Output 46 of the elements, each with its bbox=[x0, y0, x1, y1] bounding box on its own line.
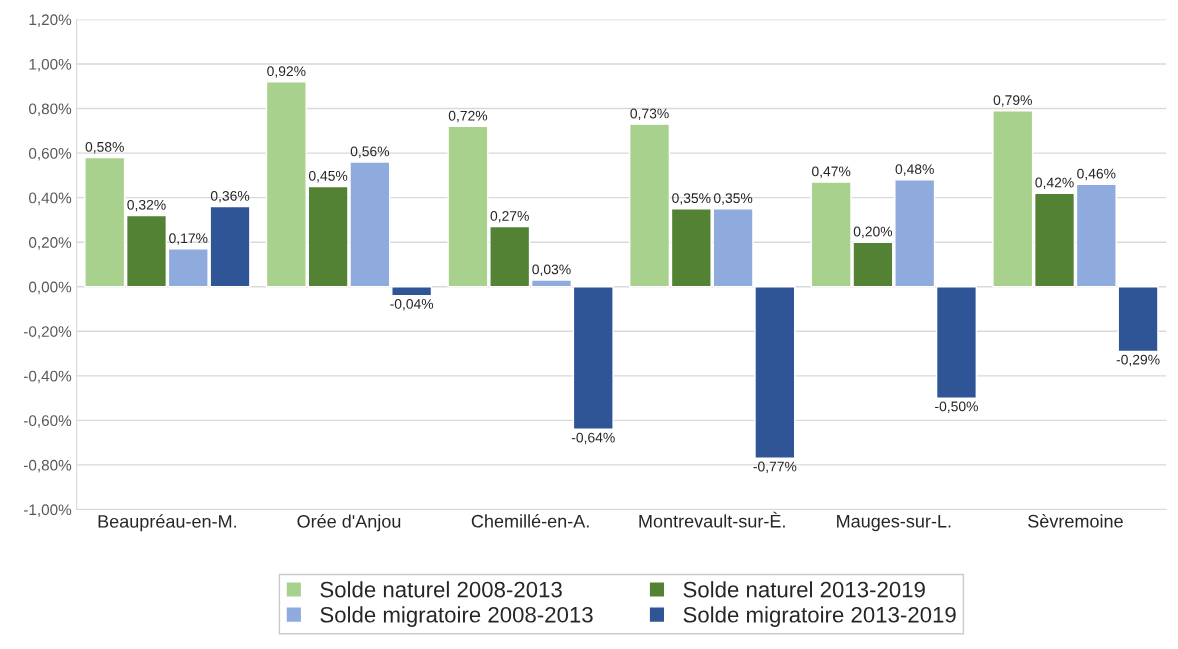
data-label: -0,64% bbox=[571, 432, 615, 445]
y-tick-label: 0,20% bbox=[28, 237, 72, 250]
y-tick-label: 0,60% bbox=[28, 147, 72, 161]
x-tick-label: Mauges-sur-L. bbox=[837, 514, 951, 532]
y-tick-label: -0,20% bbox=[23, 326, 72, 339]
data-label: 0,47% bbox=[812, 166, 851, 178]
y-tick-label: 1,00% bbox=[29, 58, 72, 72]
data-label: 0,56% bbox=[350, 146, 390, 158]
data-label: 0,73% bbox=[630, 108, 669, 121]
x-tick-label: Chemillé-en-A. bbox=[471, 514, 589, 528]
data-label: 0,92% bbox=[267, 66, 306, 78]
data-label: -0,77% bbox=[753, 461, 797, 474]
data-label: -0,29% bbox=[1116, 354, 1160, 367]
data-label: 0,35% bbox=[713, 193, 753, 205]
data-label: -0,04% bbox=[390, 299, 434, 311]
data-label: 0,45% bbox=[308, 170, 348, 183]
data-label: 0,79% bbox=[993, 95, 1032, 107]
data-label: 0,03% bbox=[532, 264, 571, 276]
legend-label: Solde naturel 2013-2019 bbox=[683, 581, 925, 598]
y-tick-label: -0,40% bbox=[23, 370, 72, 384]
legend-label: Solde naturel 2008-2013 bbox=[320, 581, 562, 598]
y-tick-label: 0,80% bbox=[28, 103, 72, 117]
data-label: 0,20% bbox=[853, 226, 893, 239]
data-label: 0,72% bbox=[448, 110, 488, 123]
data-label: 0,36% bbox=[210, 190, 250, 203]
x-tick-label: Montrevault-sur-È. bbox=[639, 511, 785, 528]
data-label: 0,58% bbox=[85, 141, 124, 154]
data-label: 0,35% bbox=[672, 193, 711, 205]
data-label: 0,46% bbox=[1077, 168, 1116, 181]
y-tick-label: 0,00% bbox=[28, 281, 72, 295]
data-label: 0,48% bbox=[895, 164, 934, 176]
legend-label: Solde migratoire 2008-2013 bbox=[320, 606, 593, 628]
y-tick-label: -1,00% bbox=[23, 504, 72, 517]
x-tick-label: Beaupréau-en-M. bbox=[98, 514, 236, 532]
x-tick-label: Sèvremoine bbox=[1028, 514, 1123, 528]
data-label: 0,27% bbox=[490, 211, 529, 223]
data-label: 0,32% bbox=[127, 199, 166, 212]
y-tick-label: 1,20% bbox=[29, 14, 72, 27]
data-label: -0,50% bbox=[935, 401, 978, 413]
data-label: 0,17% bbox=[169, 233, 208, 245]
y-tick-label: -0,80% bbox=[23, 459, 72, 473]
x-tick-label: Orée d'Anjou bbox=[297, 514, 401, 532]
y-tick-label: 0,40% bbox=[28, 192, 72, 206]
legend-label: Solde migratoire 2013-2019 bbox=[683, 606, 956, 628]
y-tick-label: -0,60% bbox=[23, 415, 72, 428]
data-label: 0,42% bbox=[1035, 177, 1074, 190]
